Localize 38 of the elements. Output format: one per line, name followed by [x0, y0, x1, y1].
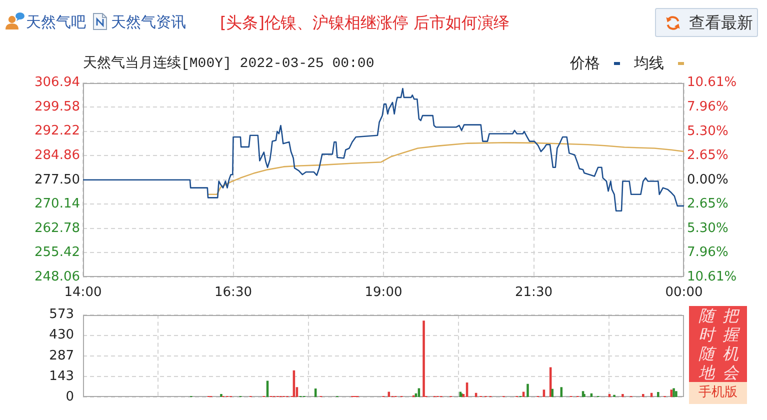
y-tick-label: 0: [66, 390, 74, 405]
text: 查看最新: [689, 13, 753, 32]
y2-tick-label: 10.61%: [687, 269, 737, 284]
y2-tick-label: 2.65%: [687, 196, 728, 212]
y2-tick-label: 0.00%: [687, 172, 728, 188]
legend-label: 均线: [634, 54, 664, 73]
text: 手机版: [689, 382, 747, 404]
legend-label: 价格: [570, 54, 600, 73]
text: 天然气资讯: [111, 13, 186, 32]
y-tick-label: 255.42: [34, 245, 80, 260]
y-tick-label: 299.58: [34, 99, 80, 114]
x-tick-label: 00:00: [665, 285, 703, 300]
y-tick-label: 292.22: [34, 124, 80, 139]
y-tick-label: 270.14: [34, 196, 80, 212]
y-tick-label: 287: [49, 348, 74, 364]
y2-tick-label: 7.96%: [687, 99, 728, 114]
y-tick-label: 262.78: [34, 220, 80, 236]
x-tick-label: 19:00: [364, 285, 402, 300]
y-tick-label: 306.94: [34, 75, 80, 90]
y-tick-label: 284.86: [34, 148, 80, 163]
y-tick-label: 430: [49, 328, 74, 343]
x-tick-label: 14:00: [64, 285, 102, 300]
y-tick-label: 143: [49, 369, 74, 384]
text: 随时随地: [698, 306, 715, 382]
x-tick-label: 21:30: [515, 285, 552, 300]
y2-tick-label: 7.96%: [687, 245, 728, 260]
y-tick-label: 573: [49, 307, 74, 322]
text: [头条]伦镍、沪镍相继涨停 后市如何演绎: [220, 13, 510, 32]
chart-title: 天然气当月连续[M00Y] 2022-03-25 00:00: [83, 56, 374, 73]
y2-tick-label: 5.30%: [687, 124, 728, 139]
y2-tick-label: 10.61%: [687, 75, 737, 90]
y2-tick-label: 5.30%: [687, 220, 728, 236]
y-tick-label: 277.50: [34, 172, 80, 188]
x-tick-label: 16:30: [214, 285, 252, 300]
y-tick-label: 248.06: [34, 269, 80, 284]
y2-tick-label: 2.65%: [687, 148, 728, 164]
text: 把握机会: [722, 306, 739, 382]
text: 天然气吧: [26, 13, 86, 32]
